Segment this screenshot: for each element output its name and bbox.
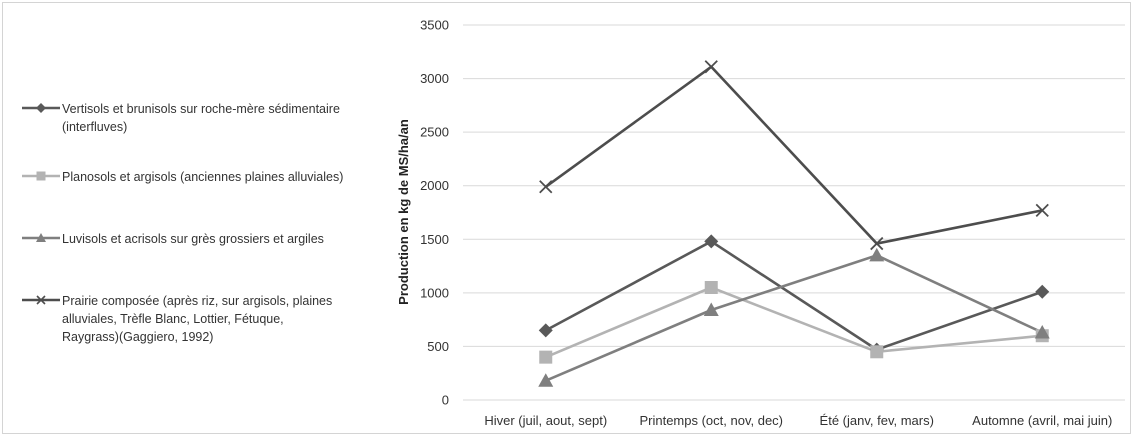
- legend-label-line: Vertisols et brunisols sur roche-mère sé…: [62, 102, 340, 116]
- legend-label-line: Prairie composée (après riz, sur argisol…: [62, 294, 333, 308]
- x-tick-label: Été (janv, fev, mars): [820, 413, 934, 428]
- series-line-2: [545, 286, 1043, 359]
- data-point-3-2: [703, 302, 719, 316]
- data-point-3-3: [869, 247, 885, 262]
- legend-label-line: alluviales, Trèfle Blanc, Lottier, Fétuq…: [62, 312, 284, 326]
- series-line-4: [544, 65, 1043, 245]
- data-point-3-4: [1034, 325, 1050, 339]
- series-markers: [538, 60, 1050, 387]
- y-tick-label: 3000: [420, 71, 449, 86]
- y-tick-labels: 0 500 1000 1500 2000 2500 3000 3500: [420, 18, 449, 408]
- y-tick-label: 2000: [420, 178, 449, 193]
- legend-item-4: Prairie composée (après riz, sur argisol…: [22, 292, 382, 346]
- x-tick-label: Hiver (juil, aout, sept): [484, 413, 607, 428]
- x-tick-label: Printemps (oct, nov, dec): [639, 413, 783, 428]
- y-tick-label: 0: [442, 393, 449, 408]
- data-point-4-1: [539, 180, 553, 194]
- legend-key-square: [22, 171, 60, 181]
- data-point-1-1: [538, 323, 553, 338]
- series-line-3: [545, 254, 1043, 382]
- y-tick-label: 1500: [420, 232, 449, 247]
- legend-label-line: Raygrass)(Gaggiero, 1992): [62, 330, 214, 344]
- y-tick-label: 1000: [420, 285, 449, 300]
- y-tick-label: 3500: [420, 18, 449, 33]
- y-axis-label: Production en kg de MS/ha/an: [396, 119, 411, 305]
- legend-label-2: Planosols et argisols (anciennes plaines…: [62, 168, 343, 186]
- series-line-1: [545, 240, 1043, 351]
- legend-item-1: Vertisols et brunisols sur roche-mère sé…: [22, 100, 382, 136]
- legend-label-line: (interfluves): [62, 120, 128, 134]
- x-tick-label: Automne (avril, mai juin): [972, 413, 1112, 428]
- data-point-4-2: [704, 60, 718, 74]
- data-point-4-3: [870, 236, 884, 251]
- legend-key-x: [22, 295, 60, 305]
- legend-label-line: Planosols et argisols (anciennes plaines…: [62, 170, 344, 184]
- data-point-2-2: [704, 281, 718, 294]
- data-point-3-1: [538, 373, 554, 387]
- data-point-1-4: [1035, 284, 1050, 299]
- legend-label-1: Vertisols et brunisols sur roche-mère sé…: [62, 100, 340, 136]
- legend-key-triangle: [22, 233, 60, 242]
- legend-label-3: Luvisols et acrisols sur grès grossiers …: [62, 230, 324, 248]
- legend-item-3: Luvisols et acrisols sur grès grossiers …: [22, 230, 382, 248]
- y-tick-label: 2500: [420, 125, 449, 140]
- data-point-2-3: [870, 345, 884, 359]
- legend-item-2: Planosols et argisols (anciennes plaines…: [22, 168, 382, 186]
- y-tick-label: 500: [427, 339, 449, 354]
- legend-label-4: Prairie composée (après riz, sur argisol…: [62, 292, 332, 346]
- x-tick-labels: Hiver (juil, aout, sept) Printemps (oct, …: [484, 413, 1112, 428]
- data-point-2-1: [539, 350, 553, 364]
- legend-key-diamond: [22, 103, 60, 113]
- series-lines: [544, 65, 1043, 382]
- legend-label-line: Luvisols et acrisols sur grès grossiers …: [62, 232, 324, 246]
- data-point-1-2: [704, 234, 719, 249]
- data-point-4-4: [1035, 203, 1049, 217]
